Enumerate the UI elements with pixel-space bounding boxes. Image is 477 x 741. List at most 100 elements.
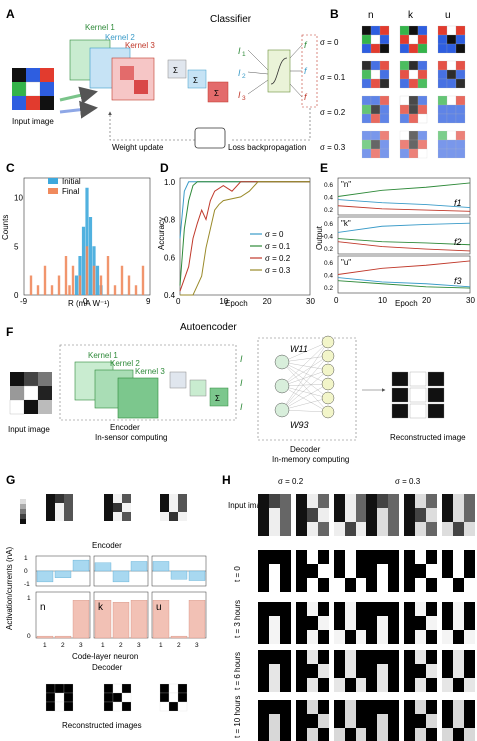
pattern-cell: [399, 139, 410, 150]
h-cell: [258, 616, 269, 630]
colorbar-cell: [20, 494, 26, 499]
g-input-cell: [64, 494, 73, 503]
h-cell: [269, 714, 280, 728]
encoder-label: Encoder: [110, 423, 140, 432]
c-xlabel: R (mA W⁻¹): [68, 299, 110, 308]
g-recon-cell: [177, 701, 188, 712]
c-xtick: 0: [83, 297, 88, 306]
h-input-label: Input images: [228, 501, 274, 510]
h-cell: [366, 508, 377, 522]
g-input-cell: [169, 512, 178, 521]
panel-a: A Classifier Input image Kernel 1 Kernel: [6, 7, 318, 152]
pattern-cell: [370, 148, 381, 159]
g-input-cell: [160, 503, 169, 512]
h-cell: [318, 550, 329, 564]
net-edge: [281, 361, 329, 371]
w93-label: W93: [290, 420, 309, 430]
pattern-cell: [417, 25, 428, 36]
d-legend-label: σ = 0: [265, 230, 284, 239]
g-letter: u: [156, 602, 162, 613]
panel-d: D 0 10 20 30 0.4 0.6 0.8 1.0 Accuracy Epoch σ =…: [157, 161, 315, 308]
pattern-cell: [417, 104, 428, 115]
h-cell: [388, 550, 399, 564]
h-cell: [318, 714, 329, 728]
h-cell: [366, 578, 377, 592]
g-recon-cell: [63, 683, 74, 694]
c-bar: [74, 275, 79, 295]
g-decoder-label: Decoder: [92, 663, 123, 672]
h-cell: [269, 650, 280, 664]
pattern-cell: [417, 130, 428, 141]
net-edge: [281, 385, 329, 413]
pattern-cell: [379, 43, 390, 54]
h-cell: [280, 508, 291, 522]
pattern-cell: [417, 60, 428, 71]
h-cell: [464, 508, 475, 522]
h-cell: [280, 700, 291, 714]
pattern-cell: [437, 139, 448, 150]
g-input-cell: [178, 503, 187, 512]
h-cell: [464, 650, 475, 664]
h-cell: [453, 678, 464, 692]
h-cell: [415, 550, 426, 564]
encoder-sub: In-sensor computing: [95, 433, 167, 442]
recon-cell: [427, 387, 445, 403]
h-cell: [307, 728, 318, 741]
output-node: [321, 349, 335, 363]
h-cell: [366, 678, 377, 692]
h-cell: [464, 522, 475, 536]
h-cell: [426, 728, 437, 741]
h-cell: [318, 664, 329, 678]
g-recon-cell: [45, 683, 56, 694]
h-cell: [377, 602, 388, 616]
svg-text:1: 1: [242, 51, 246, 58]
h-cell: [404, 630, 415, 644]
g-input-cell: [64, 512, 73, 521]
g-recon-cell: [177, 683, 188, 694]
h-cell: [377, 494, 388, 508]
g-input-cell: [169, 494, 178, 503]
h-cell: [415, 728, 426, 741]
g-top-bar: [112, 570, 130, 583]
svg-text:2: 2: [242, 73, 246, 80]
panel-b-label: B: [330, 7, 339, 21]
h-cell: [307, 700, 318, 714]
e-sub-label: "k": [341, 219, 351, 228]
panel-h: H σ = 0.2 σ = 0.3 Input images t = 0 t =…: [222, 473, 475, 741]
h-cell: [334, 616, 345, 630]
h-cell: [453, 602, 464, 616]
pattern-cell: [399, 25, 410, 36]
h-cell: [442, 578, 453, 592]
h-cell: [258, 630, 269, 644]
h-cell: [258, 564, 269, 578]
d-ytick: 0.4: [164, 291, 176, 300]
c-bar: [68, 285, 71, 295]
e-frame: [337, 216, 471, 255]
h-cell: [307, 630, 318, 644]
pattern-cell: [408, 130, 419, 141]
recon-cell: [409, 371, 427, 387]
h-cell: [334, 650, 345, 664]
h-cell: [377, 664, 388, 678]
e-ytick: 0.6: [324, 182, 333, 189]
h-cell: [334, 578, 345, 592]
h-cell: [296, 616, 307, 630]
net-edge: [281, 361, 329, 399]
h-cell: [415, 508, 426, 522]
recon-cell: [391, 371, 409, 387]
h-cell: [345, 550, 356, 564]
pattern-cell: [399, 148, 410, 159]
h-cell: [464, 602, 475, 616]
g-top-ytick: -1: [24, 581, 30, 588]
encoder-box: [59, 344, 237, 421]
g-letter: n: [40, 602, 46, 613]
panel-e: E "n" f1 0.2 0.4 0.6 "k" f2 0.2 0.4 0.6 "u" f3 0.2 0.…: [315, 161, 475, 308]
net-edge: [281, 341, 329, 411]
g-letter: k: [98, 602, 104, 613]
e-xtick: 10: [378, 296, 387, 305]
h-cell: [426, 616, 437, 630]
h-cell: [415, 650, 426, 664]
h-cell: [388, 678, 399, 692]
pattern-cell: [417, 113, 428, 124]
